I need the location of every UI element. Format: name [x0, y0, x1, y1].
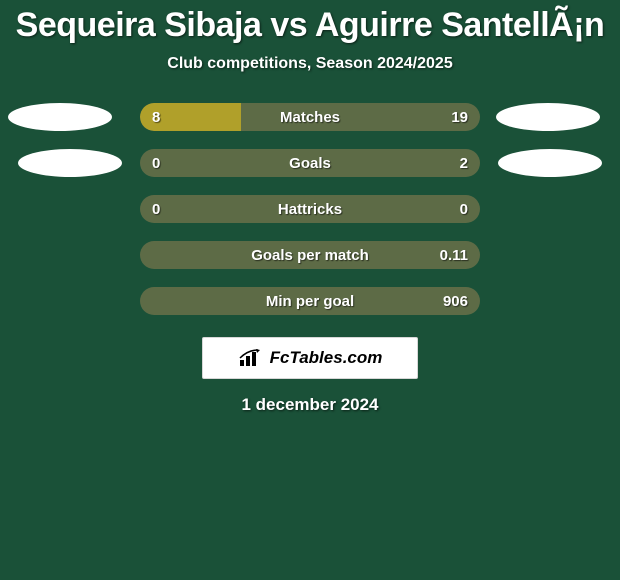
stat-row-hattricks: 0 Hattricks 0 — [0, 195, 620, 223]
player-left-avatar — [18, 149, 122, 177]
stat-value-right: 906 — [443, 287, 468, 315]
stat-label: Goals per match — [140, 241, 480, 269]
stat-label: Hattricks — [140, 195, 480, 223]
page-subtitle: Club competitions, Season 2024/2025 — [0, 55, 620, 73]
stat-bar: 0 Goals 2 — [140, 149, 480, 177]
fctables-logo: FcTables.com — [202, 337, 418, 379]
stat-value-right: 0.11 — [440, 241, 468, 269]
stat-bar: 8 Matches 19 — [140, 103, 480, 131]
stat-label: Goals — [140, 149, 480, 177]
stat-row-goals-per-match: Goals per match 0.11 — [0, 241, 620, 269]
stat-value-right: 2 — [460, 149, 468, 177]
stat-value-right: 0 — [460, 195, 468, 223]
stat-row-matches: 8 Matches 19 — [0, 103, 620, 131]
bar-chart-icon — [238, 348, 266, 368]
stat-bar: Min per goal 906 — [140, 287, 480, 315]
page-title: Sequeira Sibaja vs Aguirre SantellÃ¡n — [0, 6, 620, 45]
stat-row-goals: 0 Goals 2 — [0, 149, 620, 177]
stat-bar: Goals per match 0.11 — [140, 241, 480, 269]
comparison-infographic: Sequeira Sibaja vs Aguirre SantellÃ¡n Cl… — [0, 0, 620, 415]
logo-text: FcTables.com — [270, 348, 383, 368]
infographic-date: 1 december 2024 — [0, 395, 620, 415]
stat-label: Min per goal — [140, 287, 480, 315]
player-right-avatar — [496, 103, 600, 131]
stat-label: Matches — [140, 103, 480, 131]
stat-row-min-per-goal: Min per goal 906 — [0, 287, 620, 315]
stats-rows: 8 Matches 19 0 Goals 2 0 Hattricks 0 — [0, 103, 620, 315]
player-left-avatar — [8, 103, 112, 131]
player-right-avatar — [498, 149, 602, 177]
stat-value-right: 19 — [451, 103, 468, 131]
stat-bar: 0 Hattricks 0 — [140, 195, 480, 223]
